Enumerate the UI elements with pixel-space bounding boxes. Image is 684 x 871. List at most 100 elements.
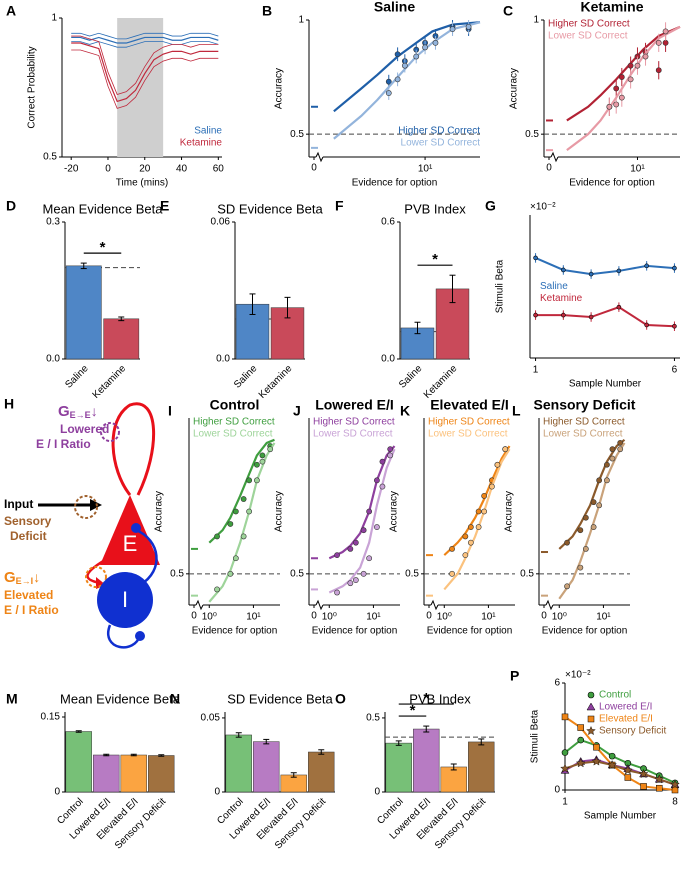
y-tick-label: 0.5 — [405, 568, 419, 579]
fit-curve — [443, 448, 511, 591]
chart-title: Lowered E/I — [315, 397, 394, 413]
legend-entry: Control — [599, 690, 631, 701]
marker — [588, 314, 594, 320]
elevated-label: E / I Ratio — [4, 603, 59, 617]
marker — [577, 724, 584, 731]
gee-site — [100, 422, 120, 442]
legend-entry: Higher SD Correct — [313, 417, 395, 428]
y-tick-label: 0.3 — [46, 217, 60, 228]
data-point — [232, 555, 239, 562]
series-line — [71, 42, 219, 103]
marker — [561, 713, 569, 721]
gei-label: GE→I↓ — [4, 569, 40, 587]
data-point — [432, 39, 439, 46]
data-point — [465, 23, 472, 30]
data-point — [379, 458, 386, 465]
x-tick-label: 40 — [176, 164, 188, 175]
y-tick-label: 0.05 — [201, 713, 221, 724]
data-point — [655, 67, 662, 74]
panel-label: L — [512, 403, 521, 419]
x-tick-label: Sensory Deficit — [433, 796, 488, 851]
band-line — [71, 49, 219, 109]
marker — [623, 765, 633, 775]
data-point — [334, 589, 340, 596]
x-tick-label: 10¹ — [246, 612, 261, 623]
y-tick-label: 0.5 — [366, 713, 380, 724]
bar — [93, 754, 120, 793]
data-point — [259, 452, 266, 459]
x-tick-label: 8 — [672, 797, 678, 808]
marker — [607, 760, 617, 770]
axis-break — [315, 599, 324, 611]
legend-entry: Higher SD Correct — [193, 417, 275, 428]
data-point — [366, 508, 373, 515]
marker — [560, 763, 570, 773]
inhibitory-population — [97, 572, 153, 628]
legend-entry: Sensory Deficit — [599, 726, 666, 737]
y-axis-label: Stimuli Beta — [495, 259, 506, 313]
data-point — [596, 477, 603, 484]
marker — [616, 304, 622, 310]
data-point — [502, 446, 509, 453]
bar — [468, 741, 495, 793]
data-point — [360, 570, 367, 577]
fit-curve — [443, 445, 511, 556]
chart-title: Sensory Deficit — [534, 397, 636, 413]
x-axis-label: Evidence for option — [312, 626, 398, 637]
panel-label: H — [4, 396, 14, 412]
x-tick-label: 10¹ — [366, 612, 381, 623]
y-tick-label: 0.5 — [170, 568, 184, 579]
bar — [103, 318, 140, 360]
e-label: E — [123, 531, 138, 556]
x-tick-label: 10⁰ — [552, 612, 567, 623]
excitatory-loop — [111, 402, 155, 496]
legend-entry: Lower SD Correct — [543, 429, 623, 440]
axis-break — [195, 599, 204, 611]
band-line — [71, 35, 219, 95]
diagram: H E I GE→E↓ Lowered E / I Ratio Input Se… — [4, 396, 160, 649]
data-point — [227, 570, 234, 577]
x-axis-label: Sample Number — [584, 811, 657, 822]
legend-entry: Lower SD Correct — [401, 138, 481, 149]
data-point — [481, 508, 488, 515]
data-point — [604, 461, 610, 468]
data-point — [401, 62, 408, 69]
bar — [148, 755, 175, 793]
y-axis-label: Stimuli Beta — [530, 709, 541, 763]
input-label: Input — [4, 497, 33, 511]
y-tick-label: 0 — [554, 785, 560, 796]
y-axis-label: Accuracy — [504, 491, 515, 532]
data-point — [347, 580, 354, 587]
marker — [671, 786, 679, 794]
chart-title: Elevated E/I — [430, 397, 509, 413]
x-tick-label: 10⁰ — [322, 612, 337, 623]
x-tick-label: 0 — [426, 611, 432, 622]
panel-label: K — [400, 403, 410, 419]
series-line — [535, 256, 675, 276]
chart-title: Ketamine — [580, 0, 643, 15]
x-tick-label: 10⁰ — [437, 612, 452, 623]
data-point — [462, 533, 469, 540]
data-point — [604, 477, 610, 484]
sensory-label: Sensory — [4, 514, 52, 528]
data-point — [422, 44, 428, 51]
legend-entry: Higher SD Correct — [543, 417, 625, 428]
legend-entry: Lower SD Correct — [193, 429, 273, 440]
x-axis-label: Evidence for option — [427, 626, 513, 637]
y-axis-label: Correct Probability — [27, 46, 38, 128]
bar — [65, 265, 102, 360]
panel-label: O — [335, 691, 346, 707]
data-point — [385, 90, 392, 96]
legend-marker — [586, 702, 596, 711]
data-point — [240, 496, 247, 502]
marker — [644, 263, 649, 269]
data-point — [366, 555, 373, 562]
data-point — [582, 546, 589, 552]
legend-entry: Saline — [194, 126, 222, 137]
axis-break — [550, 151, 559, 163]
data-point — [618, 74, 625, 80]
data-point — [481, 493, 488, 499]
data-point — [564, 583, 570, 590]
panel-label: C — [503, 3, 513, 19]
i-label: I — [122, 587, 128, 612]
